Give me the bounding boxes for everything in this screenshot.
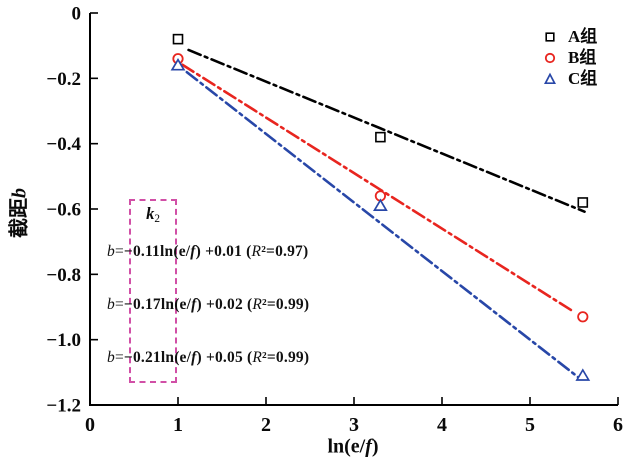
y-tick-label: −1.0 <box>46 330 81 351</box>
y-tick-label: −1.2 <box>46 396 81 417</box>
x-axis-title: ln(e/f) <box>327 435 379 458</box>
legend: A组 B组 C组 <box>543 28 597 87</box>
circle-marker-icon <box>544 52 556 63</box>
data-point <box>575 368 591 381</box>
x-tick-label: 6 <box>613 414 623 436</box>
x-tick-label: 5 <box>525 414 535 436</box>
y-tick-label: −0.8 <box>46 265 81 286</box>
y-axis-title: 截距b <box>8 188 31 238</box>
triangle-marker-icon <box>543 72 557 84</box>
k2-label: k2 <box>146 204 160 226</box>
equation-series-c: b=−0.21ln(e/f) +0.05 (R²=0.99) <box>107 349 310 366</box>
y-tick-label: −0.2 <box>46 69 81 90</box>
fit-line-B组 <box>181 63 576 314</box>
fit-line-A组 <box>187 48 586 213</box>
legend-item-b: B组 <box>543 49 597 66</box>
x-tick-label: 3 <box>349 414 359 436</box>
k2-annotation-box: k2 <box>129 199 177 383</box>
data-point <box>373 198 388 211</box>
y-tick-label: 0 <box>72 4 82 25</box>
data-point <box>172 33 184 45</box>
legend-label-a: A组 <box>568 27 598 46</box>
legend-item-a: A组 <box>543 28 597 45</box>
square-marker-icon <box>545 31 555 42</box>
data-point <box>375 131 386 143</box>
fit-line-C组 <box>185 70 581 380</box>
x-tick-label: 4 <box>437 414 447 436</box>
data-point <box>170 57 186 71</box>
equation-series-b: b=−0.17ln(e/f) +0.02 (R²=0.99) <box>107 296 310 313</box>
data-point <box>577 311 589 323</box>
x-tick-label: 0 <box>85 414 95 436</box>
x-tick-label: 2 <box>261 414 271 436</box>
x-tick-label: 1 <box>173 414 183 436</box>
legend-label-c: C组 <box>568 69 598 88</box>
y-tick-label: −0.6 <box>46 200 81 221</box>
y-tick-label: −0.4 <box>46 134 81 155</box>
legend-item-c: C组 <box>543 70 597 87</box>
data-point <box>577 197 589 208</box>
legend-label-b: B组 <box>568 48 597 67</box>
equation-series-a: b=−0.11ln(e/f) +0.01 (R²=0.97) <box>107 243 309 260</box>
